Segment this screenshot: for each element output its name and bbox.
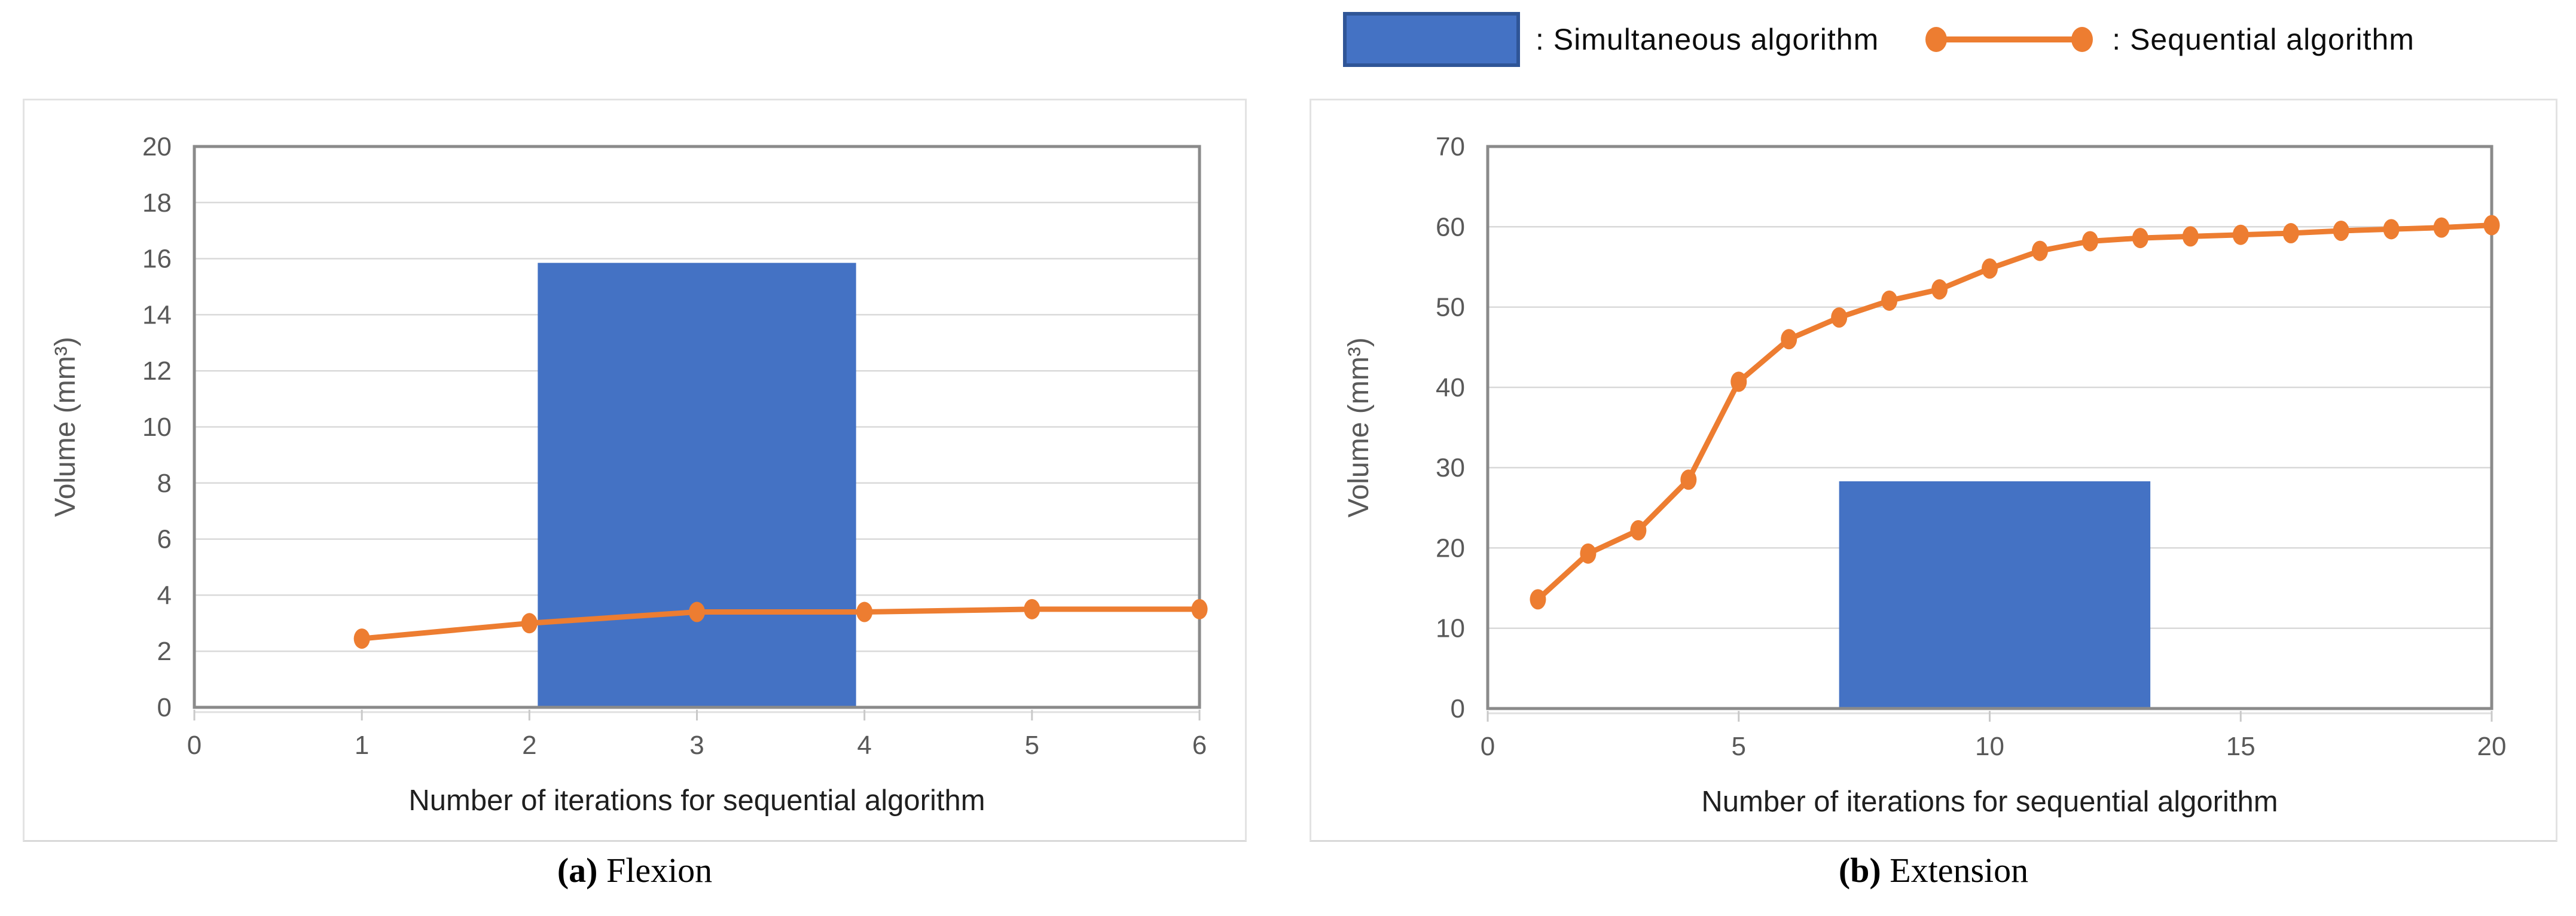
y-tick-label: 12: [142, 356, 172, 386]
plot-border: [193, 145, 1201, 709]
sequential-algorithm-point: [1191, 599, 1208, 619]
x-tick-label: 5: [1732, 732, 1746, 761]
sequential-algorithm-point: [689, 601, 705, 622]
y-tick-label: 60: [1436, 212, 1465, 242]
legend-line-segment: [1934, 36, 2085, 42]
y-tick-label: 0: [157, 693, 172, 722]
extension-chart-panel: 0 10 20 30 40 50 60 70 0 5 10 15 20 Number of iterati…: [1310, 99, 2557, 842]
sequential-algorithm-point: [2031, 240, 2048, 261]
sequential-algorithm-point: [521, 613, 538, 634]
legend-label-simultaneous: : Simultaneous algorithm: [1536, 23, 1879, 56]
sequential-algorithm-point: [353, 628, 370, 649]
legend-line-dot-right: [2071, 27, 2093, 52]
sequential-algorithm-point: [2182, 226, 2199, 247]
caption-extension: (b) Extension: [1310, 850, 2557, 890]
x-tick-label: 10: [1975, 732, 2004, 761]
x-tick-label: 3: [689, 731, 704, 760]
sequential-algorithm-point: [1580, 543, 1597, 564]
y-tick-label: 30: [1436, 453, 1465, 483]
sequential-algorithm-point: [1781, 329, 1797, 350]
sequential-algorithm-point: [1530, 589, 1546, 610]
sequential-algorithm-point: [2383, 219, 2400, 240]
y-tick-label: 18: [142, 188, 172, 218]
y-tick-label: 20: [1436, 533, 1465, 563]
x-tick-label: 5: [1025, 731, 1039, 760]
y-tick-label: 20: [142, 132, 172, 161]
x-axis-title: Number of iterations for sequential algo…: [408, 784, 985, 817]
sequential-algorithm-point: [1024, 599, 1040, 619]
simultaneous-algorithm-bar: [1839, 481, 2151, 709]
x-tick-label: 2: [522, 731, 536, 760]
sequential-algorithm-line: [1535, 222, 2495, 602]
chart-svg-extension: 0 10 20 30 40 50 60 70 0 5 10 15 20 Number of iterati…: [1343, 132, 2507, 818]
y-axis-title: Volume (mm³): [1343, 337, 1375, 517]
x-tick-label: 15: [2226, 732, 2255, 761]
plot-border: [1486, 145, 2493, 710]
y-tick-label: 50: [1436, 293, 1465, 322]
sequential-algorithm-point: [2483, 215, 2500, 236]
x-tick-label: 0: [1481, 732, 1495, 761]
sequential-algorithm-point: [1630, 520, 1647, 541]
flexion-chart-panel: 0 2 4 6 8 10 12 14 16 18 20 0 1 2 3 4 5 6 Number of iterat…: [23, 99, 1247, 842]
caption-text-extension: Extension: [1890, 851, 2029, 890]
y-tick-label: 14: [142, 300, 172, 329]
sequential-algorithm-point: [2081, 231, 2098, 252]
x-tick-label: 0: [187, 731, 202, 760]
caption-tag-b: (b): [1838, 851, 1881, 890]
caption-flexion: (a) Flexion: [23, 850, 1247, 890]
y-tick-label: 10: [1436, 614, 1465, 643]
y-tick-label: 6: [157, 525, 172, 554]
sequential-algorithm-point: [1982, 258, 1998, 279]
legend-label-sequential: : Sequential algorithm: [2112, 23, 2415, 56]
x-tick-label: 1: [355, 731, 369, 760]
y-axis-title: Volume (mm³): [50, 337, 81, 517]
y-tick-label: 70: [1436, 132, 1465, 161]
x-tick-label: 6: [1192, 731, 1207, 760]
x-axis-title: Number of iterations for sequential algo…: [1701, 786, 2278, 818]
sequential-algorithm-point: [1931, 279, 1948, 300]
y-tick-label: 40: [1436, 373, 1465, 402]
sequential-algorithm-line-marker: [1925, 26, 2093, 53]
legend-line-dot-left: [1925, 27, 1948, 52]
y-tick-label: 4: [157, 581, 172, 610]
simultaneous-algorithm-bar: [538, 262, 856, 707]
simultaneous-algorithm-swatch: [1343, 12, 1520, 67]
y-tick-label: 10: [142, 413, 172, 442]
y-tick-label: 8: [157, 469, 172, 498]
y-tick-label: 2: [157, 637, 172, 666]
caption-text-flexion: Flexion: [606, 851, 713, 890]
sequential-algorithm-point: [1831, 307, 1848, 328]
sequential-algorithm-point: [2433, 217, 2450, 238]
sequential-algorithm-point: [1680, 469, 1697, 490]
sequential-algorithm-point: [1730, 371, 1747, 392]
chart-legend: : Simultaneous algorithm : Sequential al…: [1343, 10, 2415, 69]
sequential-algorithm-line: [359, 606, 1202, 642]
sequential-algorithm-point: [2232, 224, 2249, 245]
y-tick-label: 16: [142, 245, 172, 274]
sequential-algorithm-point: [2132, 228, 2148, 249]
y-tick-label: 0: [1451, 694, 1465, 723]
caption-tag-a: (a): [557, 851, 598, 890]
x-tick-label: 20: [2477, 732, 2507, 761]
sequential-algorithm-point: [2282, 223, 2299, 244]
sequential-algorithm-point: [856, 601, 873, 622]
x-tick-label: 4: [857, 731, 871, 760]
sequential-algorithm-point: [1881, 290, 1898, 311]
sequential-algorithm-point: [2333, 221, 2349, 241]
